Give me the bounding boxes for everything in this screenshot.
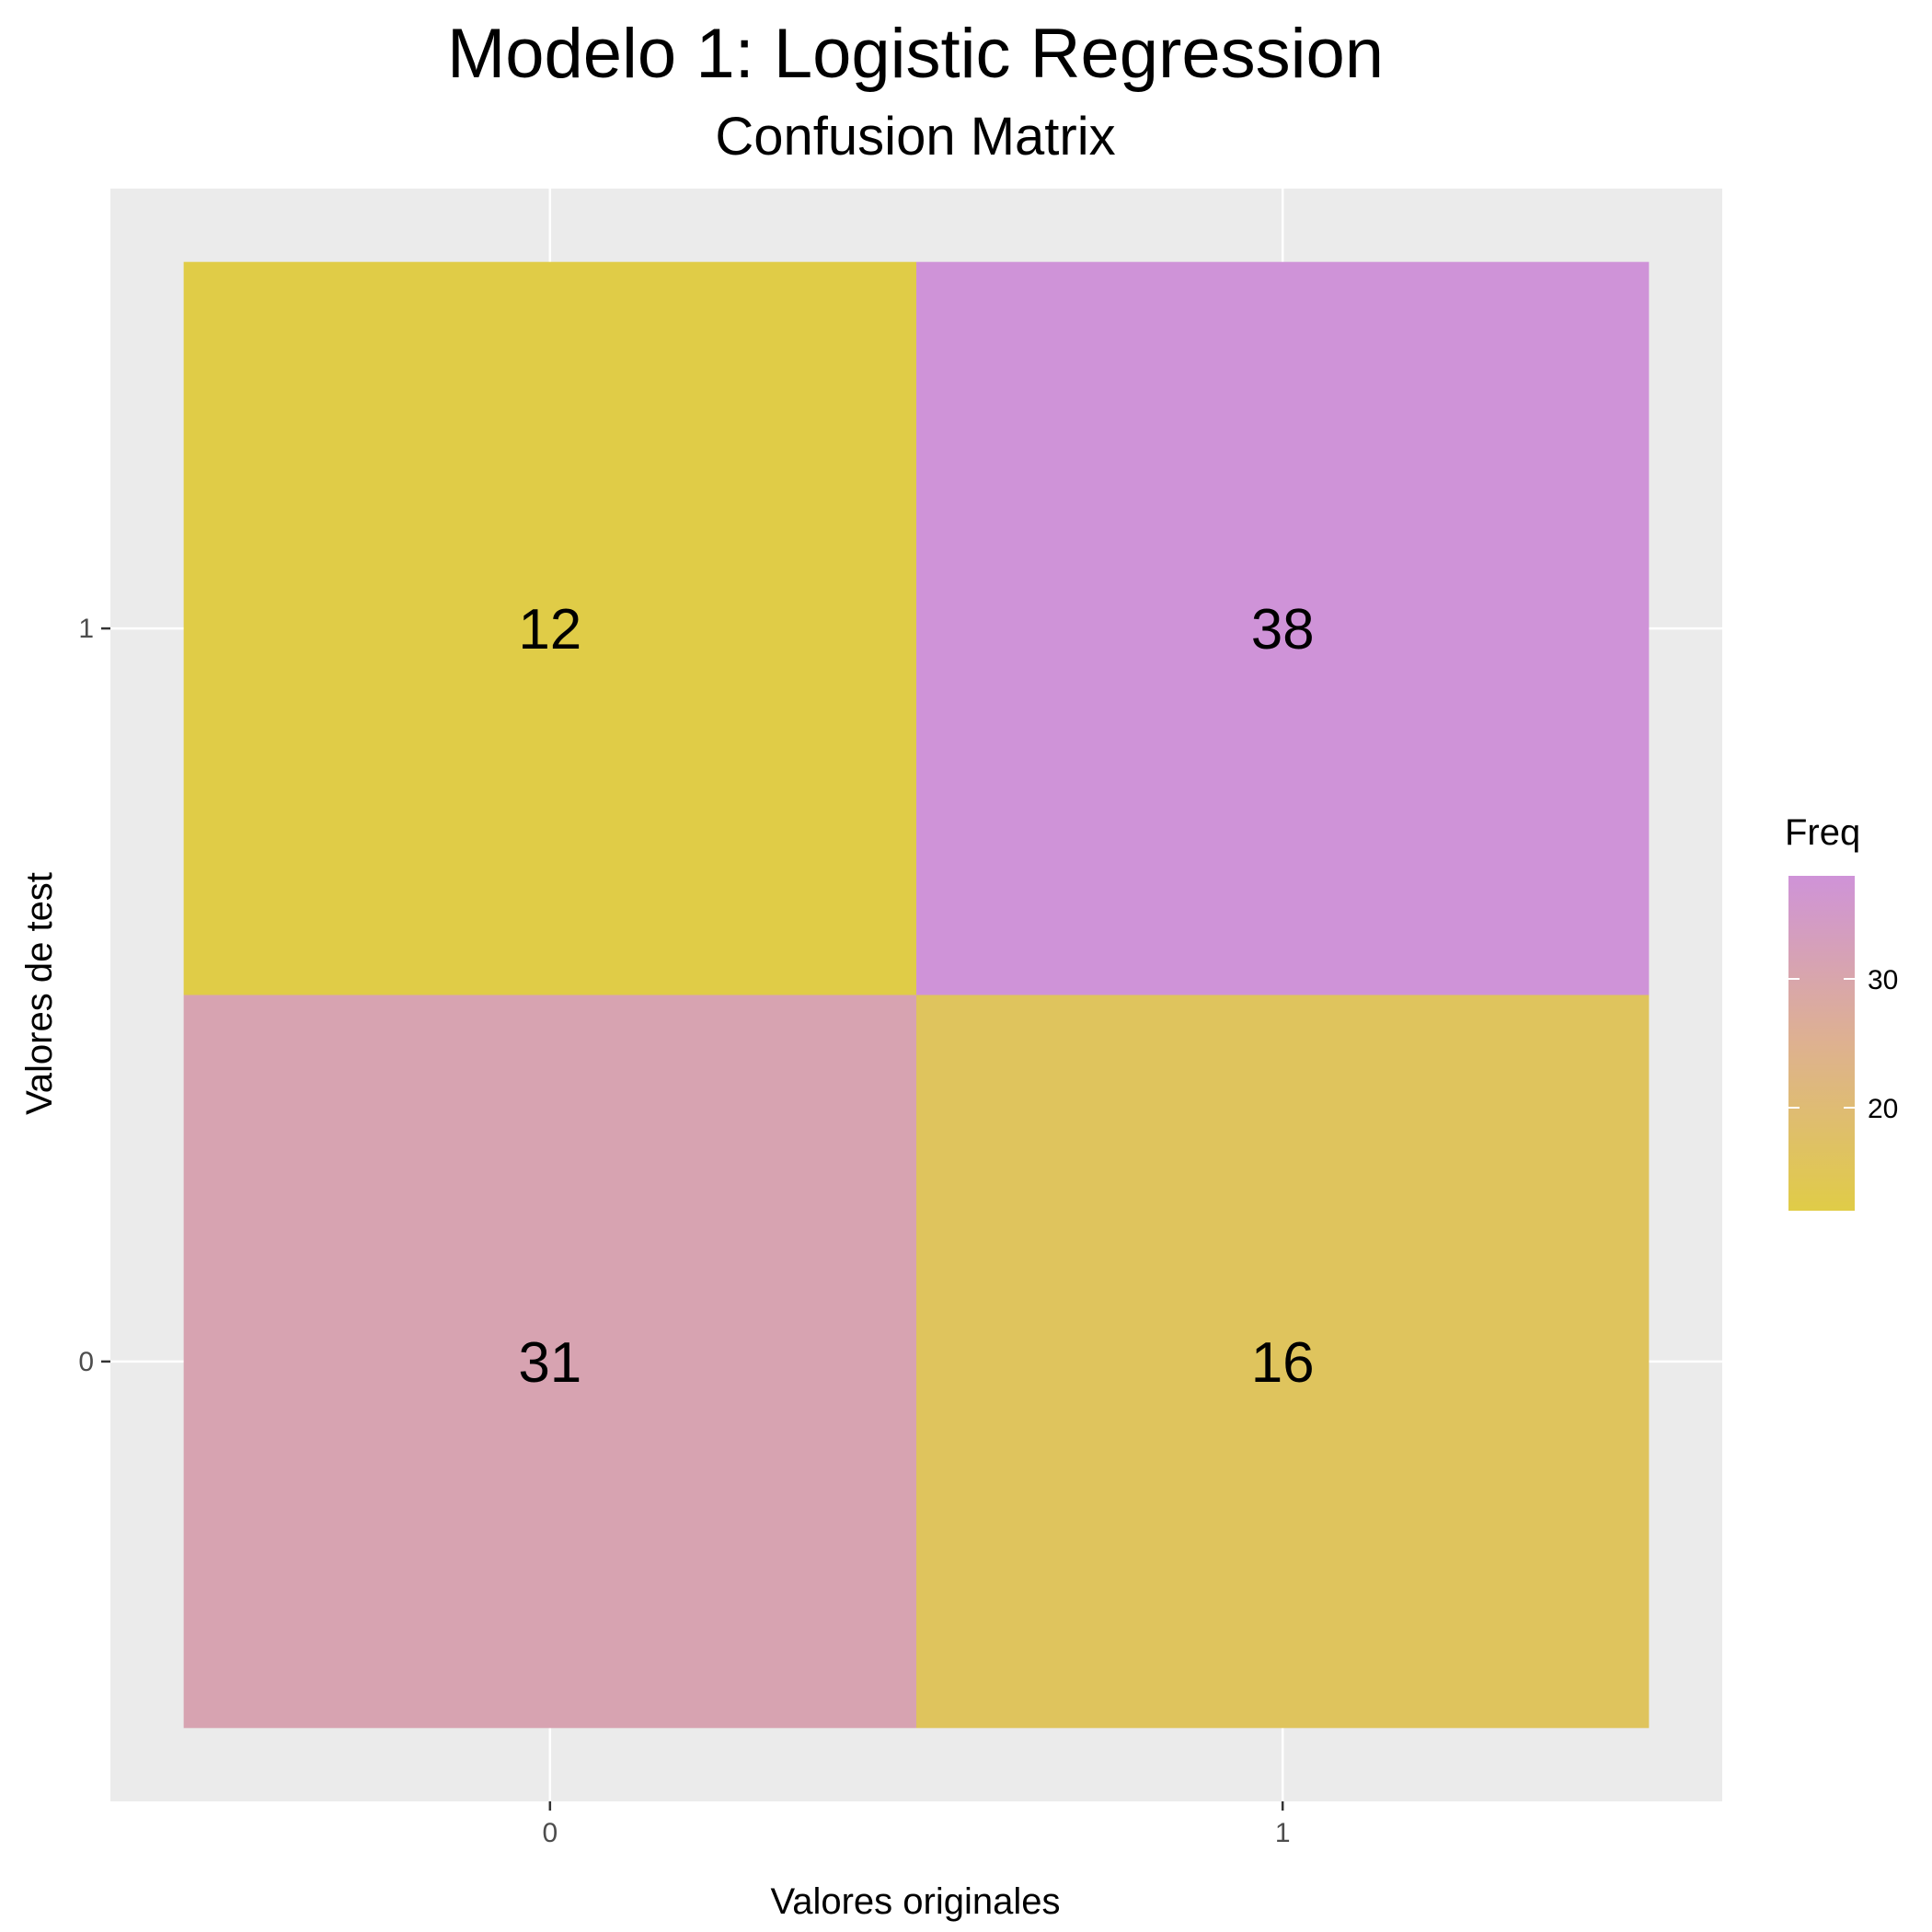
legend-tick-label: 30 — [1868, 965, 1898, 995]
y-tick-label: 0 — [78, 1347, 94, 1377]
y-axis-title: Valores de test — [19, 872, 60, 1115]
x-tick-label: 0 — [542, 1818, 558, 1848]
cell-value-label: 12 — [518, 598, 581, 661]
x-tick-label: 1 — [1275, 1818, 1291, 1848]
y-axis-ticks: 01 — [78, 614, 110, 1377]
y-tick-label: 1 — [78, 614, 94, 644]
legend-title: Freq — [1785, 812, 1860, 853]
heatmap-cell-x1-y0 — [916, 995, 1650, 1729]
x-axis-title: Valores originales — [771, 1881, 1061, 1922]
chart-subtitle: Confusion Matrix — [715, 107, 1115, 167]
legend-tick-label: 20 — [1868, 1094, 1898, 1124]
heatmap-cells — [183, 261, 1650, 1729]
heatmap-cell-x1-y1 — [916, 261, 1650, 995]
chart-title: Modelo 1: Logistic Regression — [447, 15, 1384, 93]
heatmap-cell-x0-y0 — [183, 995, 917, 1729]
cell-value-label: 16 — [1251, 1331, 1315, 1395]
cell-value-label: 38 — [1251, 598, 1315, 661]
heatmap-cell-x0-y1 — [183, 261, 917, 995]
legend-colorbar — [1788, 876, 1855, 1211]
cell-value-labels: 12 38 31 16 — [518, 598, 1314, 1395]
cell-value-label: 31 — [518, 1331, 581, 1395]
